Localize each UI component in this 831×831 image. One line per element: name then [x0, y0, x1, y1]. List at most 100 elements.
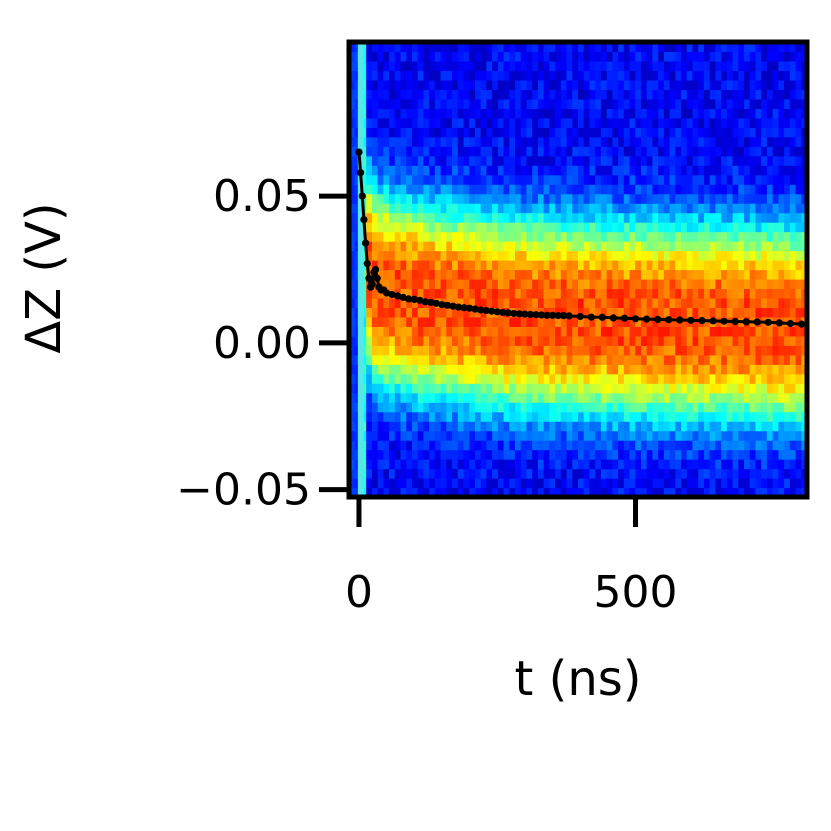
heatmap-cell [749, 345, 757, 356]
heatmap-cell [801, 478, 807, 489]
heatmap-cell [497, 127, 505, 138]
heatmap-cell [497, 79, 505, 90]
heatmap-cell [709, 222, 716, 233]
heatmap-cell [480, 193, 487, 204]
heatmap-cell [583, 250, 591, 261]
heatmap-cell [515, 193, 522, 204]
heatmap-cell [429, 411, 436, 422]
heatmap-cell [721, 297, 728, 309]
heatmap-cell [795, 146, 802, 157]
heatmap-cell [434, 468, 442, 479]
heatmap-cell [629, 278, 636, 290]
heatmap-cell [463, 297, 470, 309]
heatmap-cell [612, 146, 619, 157]
heatmap-cell [744, 402, 751, 413]
heatmap-cell [474, 60, 482, 72]
heatmap-cell [749, 487, 757, 497]
heatmap-cell [480, 354, 487, 365]
heatmap-cell [669, 373, 676, 384]
heatmap-cell [663, 51, 671, 62]
heatmap-cell [492, 459, 499, 470]
heatmap-cell [452, 468, 459, 479]
heatmap-cell [578, 250, 585, 261]
heatmap-cell [572, 421, 579, 432]
heatmap-cell [618, 487, 625, 497]
heatmap-cell [784, 98, 791, 109]
heatmap-cell [744, 335, 751, 346]
heatmap-cell [555, 297, 562, 309]
heatmap-cell [595, 89, 602, 100]
heatmap-cell [383, 383, 390, 394]
heatmap-cell [703, 165, 711, 176]
heatmap-cell [709, 364, 716, 375]
heatmap-cell [440, 165, 447, 176]
heatmap-cell [715, 155, 722, 166]
heatmap-cell [663, 468, 671, 479]
heatmap-cell [801, 335, 807, 346]
heatmap-cell [669, 478, 676, 489]
heatmap-cell [452, 127, 459, 138]
heatmap-cell [635, 430, 642, 441]
heatmap-cell [784, 222, 791, 233]
heatmap-cell [578, 288, 585, 299]
heatmap-cell [394, 241, 402, 252]
heatmap-cell [400, 364, 407, 375]
heatmap-cell [503, 297, 510, 309]
heatmap-cell [503, 478, 510, 489]
heatmap-cell [681, 421, 688, 432]
heatmap-cell [394, 165, 402, 176]
heatmap-cell [537, 364, 545, 375]
heatmap-cell [389, 316, 396, 327]
heatmap-cell [692, 98, 699, 109]
heatmap-cell [589, 193, 596, 204]
heatmap-cell [640, 108, 648, 119]
heatmap-cell [732, 392, 739, 403]
heatmap-cell [732, 117, 739, 128]
heatmap-cell [555, 440, 562, 451]
heatmap-cell [778, 241, 785, 252]
heatmap-cell [406, 326, 413, 337]
heatmap-cell [492, 297, 499, 309]
heatmap-cell [681, 108, 688, 119]
data-point [383, 289, 391, 297]
heatmap-cell [537, 174, 545, 185]
heatmap-cell [394, 212, 402, 223]
heatmap-cell [801, 184, 807, 195]
heatmap-cell [715, 345, 722, 356]
heatmap-cell [600, 42, 608, 53]
heatmap-cell [669, 222, 676, 233]
heatmap-cell [692, 288, 699, 299]
heatmap-cell [446, 392, 453, 403]
heatmap-cell [726, 136, 734, 147]
heatmap-cell [589, 487, 596, 497]
heatmap-cell [669, 278, 676, 290]
heatmap-cell [709, 146, 716, 157]
heatmap-cell [406, 335, 413, 346]
heatmap-cell [480, 260, 487, 271]
heatmap-cell [486, 364, 493, 375]
heatmap-cell [457, 421, 465, 432]
heatmap-cell [469, 278, 476, 290]
heatmap-cell [509, 278, 516, 290]
heatmap-cell [406, 288, 413, 299]
heatmap-cell [383, 136, 390, 147]
heatmap-cell [801, 250, 807, 261]
heatmap-cell [526, 165, 533, 176]
heatmap-cell [566, 212, 573, 223]
heatmap-cell [377, 278, 384, 290]
heatmap-cell [663, 231, 671, 242]
heatmap-cell [423, 326, 430, 337]
data-point [537, 311, 546, 319]
heatmap-cell [366, 383, 373, 394]
heatmap-cell [509, 117, 516, 128]
heatmap-cell [389, 51, 396, 62]
heatmap-cell [721, 430, 728, 441]
heatmap-cell [749, 430, 757, 441]
heatmap-cell [417, 354, 425, 365]
heatmap-cell [383, 402, 390, 413]
heatmap-cell [652, 269, 659, 280]
heatmap-cell [652, 430, 659, 441]
heatmap-cell [520, 42, 528, 53]
heatmap-cell [452, 260, 459, 271]
heatmap-cell [772, 146, 779, 157]
